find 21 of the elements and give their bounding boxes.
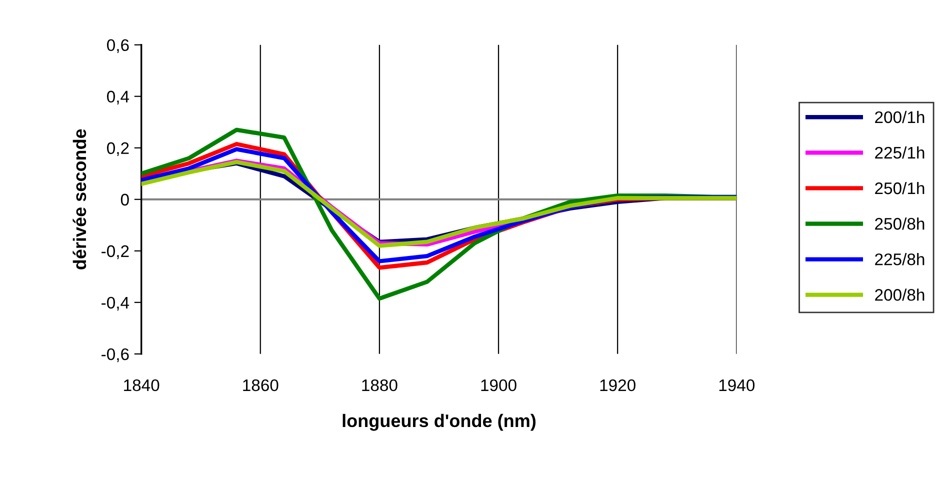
y-tick-label: 0 [120,194,129,206]
legend-label: 200/8h [875,288,924,301]
legend-label: 225/8h [875,253,924,266]
y-tick-label: -0,4 [102,296,130,311]
x-tick-label: 1840 [124,379,160,392]
x-tick-label: 1880 [362,379,398,392]
y-tick-label: 0,2 [107,142,129,156]
legend-label: 250/1h [875,182,924,194]
x-axis-title: longueurs d'onde (nm) [342,414,536,431]
y-axis-title: dérivée seconde [72,129,86,270]
x-tick-label: 1900 [481,379,516,392]
legend-label: 200/1h [875,110,924,124]
y-tick-label: 0,4 [107,90,130,105]
y-tick-label: -0,6 [102,348,129,362]
legend-label: 250/8h [875,217,924,230]
y-tick-label: -0,2 [102,245,129,260]
x-tick-label: 1860 [243,379,278,392]
x-tick-label: 1920 [600,379,636,392]
x-tick-label: 1940 [719,379,755,392]
y-tick-label: 0,6 [107,39,129,54]
legend-label: 225/1h [875,146,924,159]
